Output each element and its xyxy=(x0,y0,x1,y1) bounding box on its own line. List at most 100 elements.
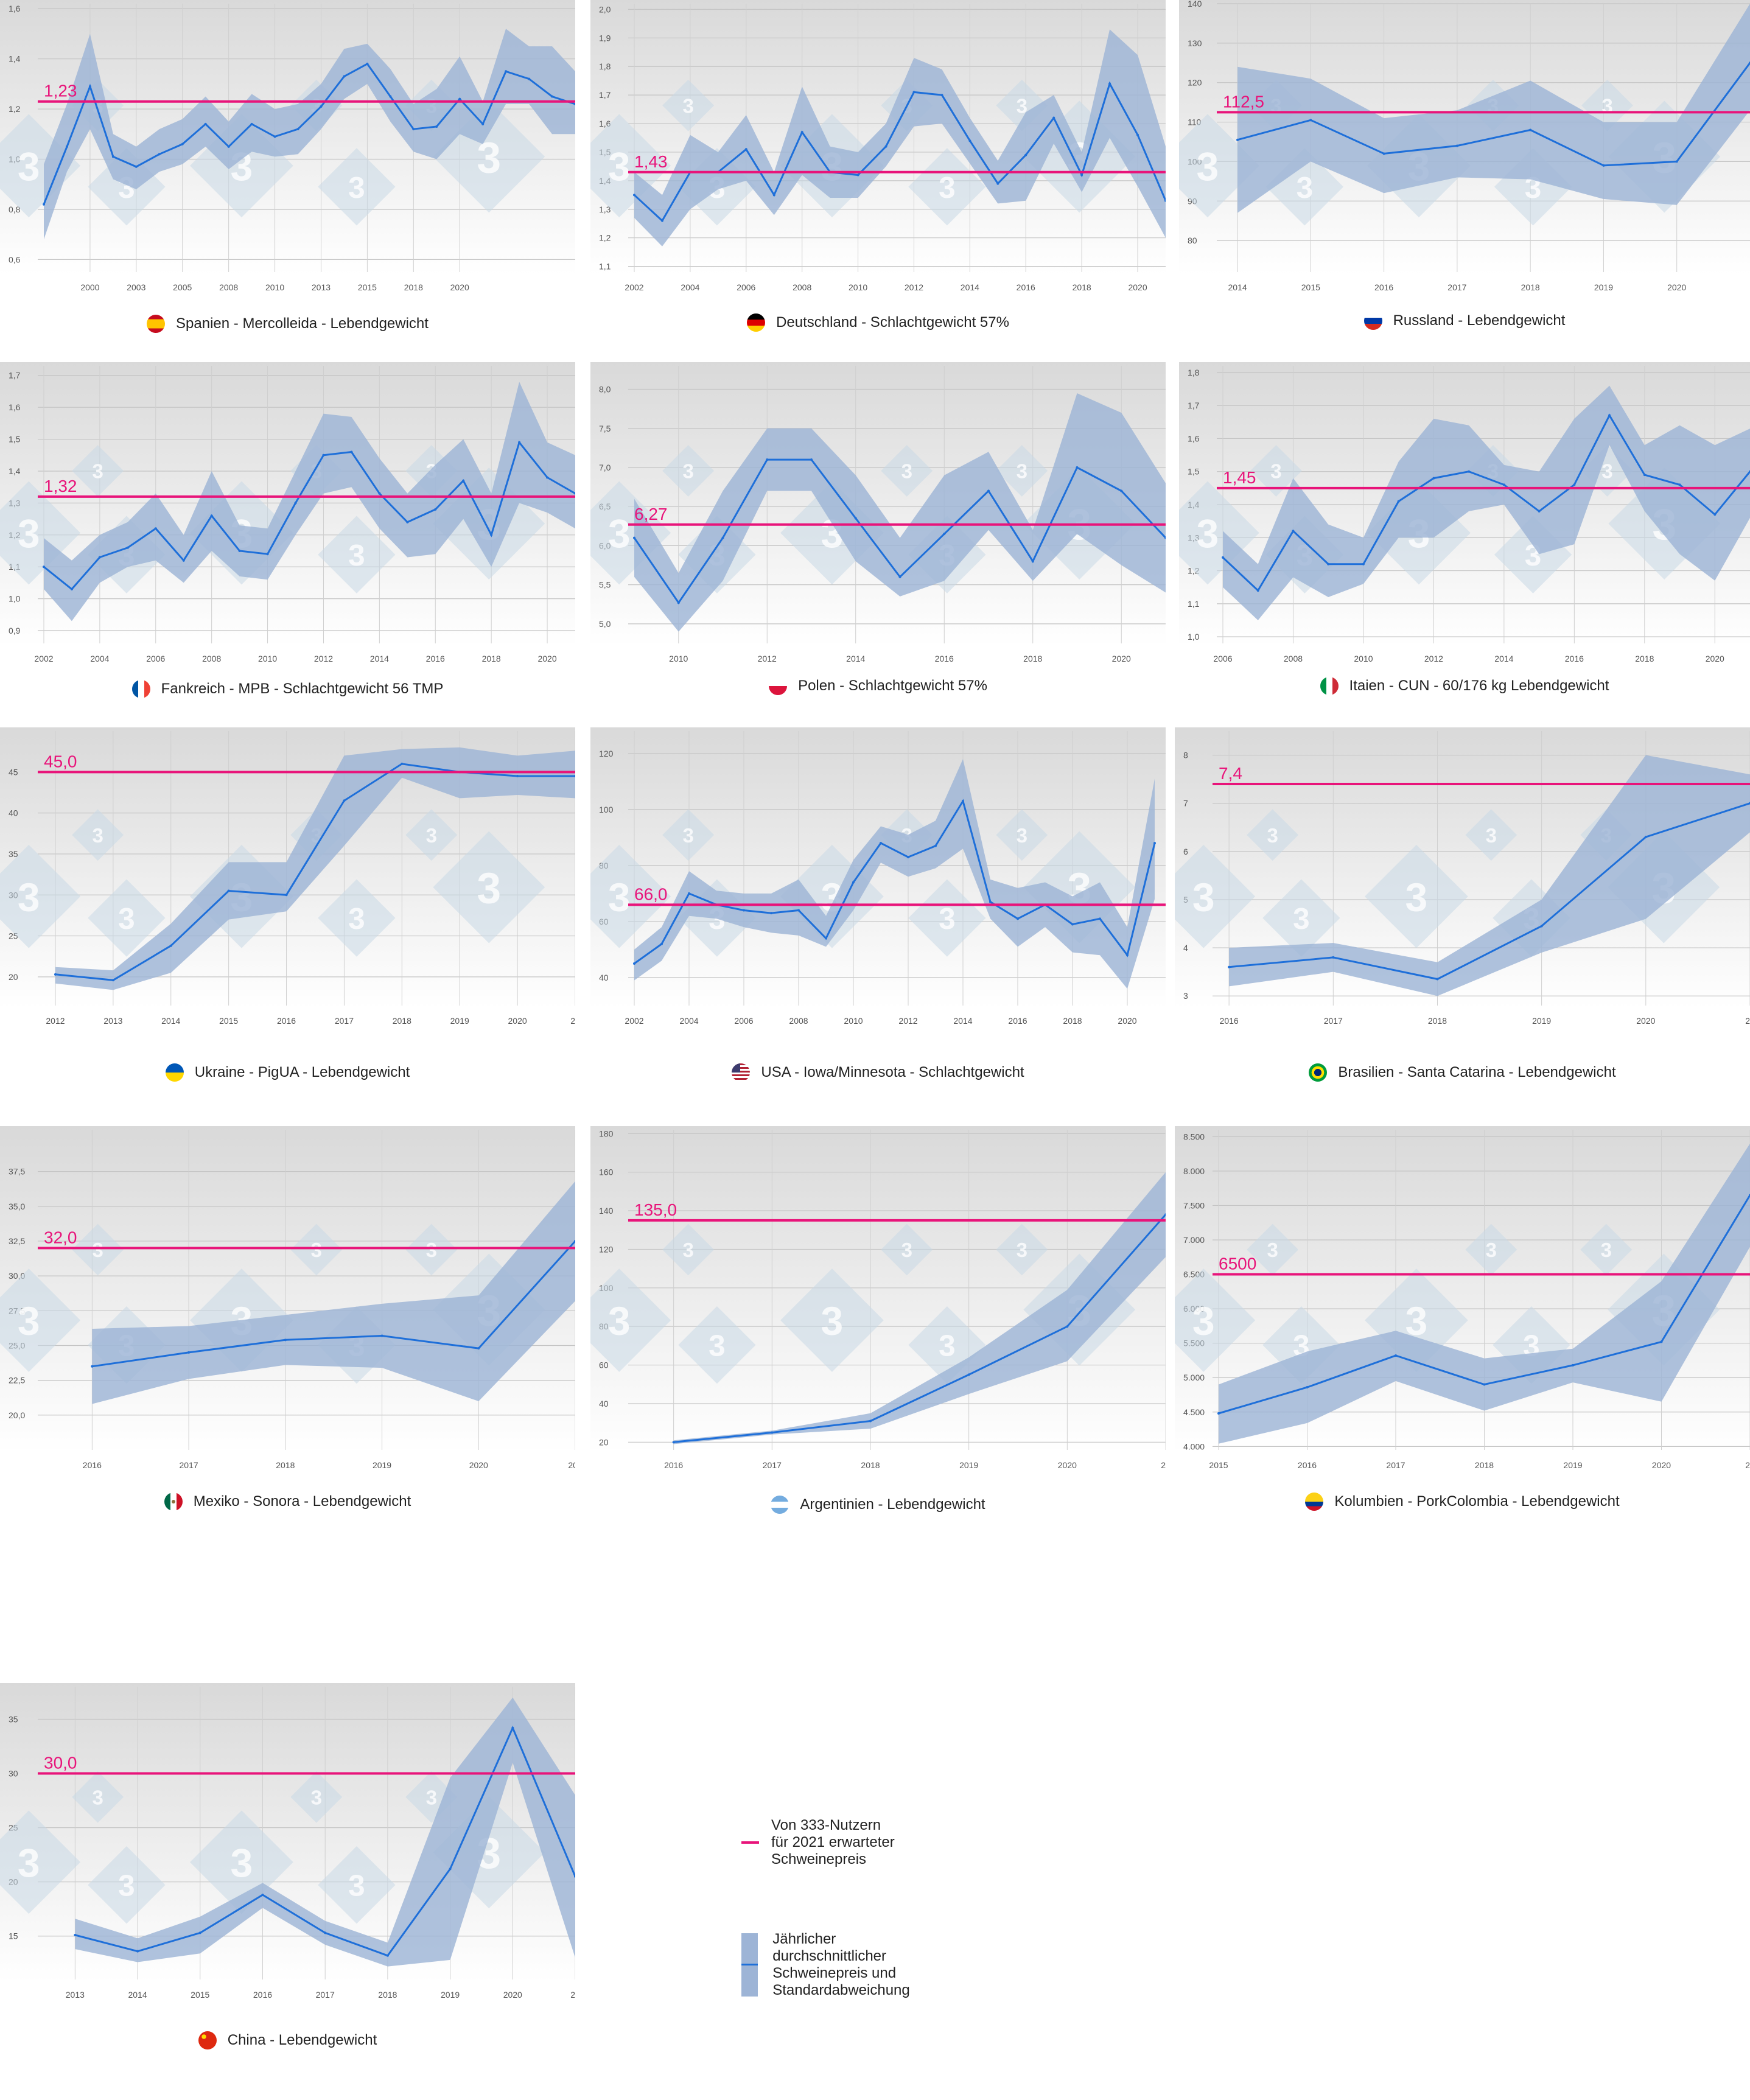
watermark-diamond xyxy=(290,1771,343,1823)
x-tick-label: 2019 xyxy=(959,1460,978,1470)
mean-point xyxy=(135,165,138,168)
watermark-digit: 3 xyxy=(118,1869,135,1903)
y-tick-label: 0,6 xyxy=(9,254,21,264)
mean-line xyxy=(633,81,1166,222)
x-tick-label: 2002 xyxy=(625,282,643,292)
mean-point xyxy=(1164,1213,1166,1216)
chart-caption-text: Fankreich - MPB - Schlachtgewicht 56 TMP xyxy=(161,681,444,697)
mean-point xyxy=(1108,82,1111,85)
chart-panel-china: 1520253035201320142015201620172018201920… xyxy=(0,1683,575,2067)
chart-caption-text: Deutschland - Schlachtgewicht 57% xyxy=(776,314,1009,331)
y-tick-label: 4.500 xyxy=(1183,1407,1205,1417)
mean-point xyxy=(401,762,404,765)
x-tick-label: 2004 xyxy=(679,1016,698,1026)
mean-point xyxy=(810,458,813,461)
chart-poland: 5,05,56,06,57,07,58,02010201220142016201… xyxy=(590,362,1166,663)
watermark-diamond xyxy=(1580,1223,1633,1276)
legend-target-label: Von 333-Nutzern für 2021 erwarteter Schw… xyxy=(771,1817,895,1867)
chart-panel-usa: 4060801001202002200420062008201020122014… xyxy=(590,727,1166,1099)
x-tick-label: 2019 xyxy=(450,1016,469,1026)
mean-point xyxy=(294,502,297,505)
mean-point xyxy=(516,775,519,778)
watermark-diamond xyxy=(590,844,671,948)
flag-icon-mx xyxy=(164,1493,183,1511)
mean-point xyxy=(449,1867,452,1871)
mean-point xyxy=(884,145,887,148)
mean-point xyxy=(1644,836,1647,839)
y-tick-label: 20 xyxy=(9,972,18,982)
y-tick-label: 20,0 xyxy=(9,1410,25,1420)
x-tick-label: 20 xyxy=(570,1990,575,2000)
x-tick-label: 2018 xyxy=(378,1990,397,2000)
watermark-digit: 3 xyxy=(1267,824,1278,847)
mean-point xyxy=(934,844,937,847)
mean-point xyxy=(996,182,999,185)
y-tick-label: 8,0 xyxy=(599,385,611,394)
mean-point xyxy=(898,575,901,578)
y-tick-label: 60 xyxy=(599,1360,609,1370)
y-tick-label: 4.000 xyxy=(1183,1441,1205,1451)
mean-point xyxy=(386,1954,389,1957)
mean-line xyxy=(55,763,575,981)
mean-point xyxy=(111,979,114,982)
x-tick-label: 2015 xyxy=(1301,282,1320,292)
chart-caption: Itaien - CUN - 60/176 kg Lebendgewicht xyxy=(1179,677,1750,695)
x-tick-label: 2017 xyxy=(1447,282,1466,292)
target-value-label: 112,5 xyxy=(1223,92,1264,111)
mean-point xyxy=(1031,560,1034,563)
flag-icon-us xyxy=(732,1063,751,1082)
chart-panel-france: 0,91,01,11,21,31,41,51,61,72002200420062… xyxy=(0,362,575,715)
mean-point xyxy=(1502,483,1505,486)
y-tick-label: 35 xyxy=(9,849,18,859)
watermark-digit: 3 xyxy=(1267,1239,1278,1261)
mean-point xyxy=(660,219,663,222)
y-tick-label: 32,5 xyxy=(9,1236,25,1246)
y-tick-label: 1,2 xyxy=(9,104,21,114)
mean-point xyxy=(204,122,207,125)
chart-panel-ukraine: 2025303540452012201320142015201620172018… xyxy=(0,727,575,1099)
watermark-digit: 3 xyxy=(426,824,437,847)
watermark-digit: 3 xyxy=(1601,460,1612,483)
mean-point xyxy=(65,145,68,148)
mean-point xyxy=(111,155,114,158)
x-tick-label: 2018 xyxy=(1063,1016,1082,1026)
x-tick-label: 2014 xyxy=(846,654,865,663)
mean-point xyxy=(1017,917,1019,920)
mean-point xyxy=(158,153,161,156)
watermark-digit: 3 xyxy=(231,1840,253,1885)
x-tick-label: 2010 xyxy=(258,654,277,663)
mean-point xyxy=(633,194,635,197)
y-tick-label: 0,8 xyxy=(9,205,21,214)
y-tick-label: 40 xyxy=(9,808,18,818)
mean-point xyxy=(1076,466,1079,469)
y-tick-label: 6 xyxy=(1183,847,1188,856)
y-tick-label: 35,0 xyxy=(9,1202,25,1211)
watermark-digit: 3 xyxy=(118,902,135,936)
y-tick-label: 45 xyxy=(9,767,18,777)
watermark-digit: 3 xyxy=(1192,1298,1215,1343)
mean-point xyxy=(154,527,157,530)
watermark-digit: 3 xyxy=(1197,511,1219,556)
watermark-digit: 3 xyxy=(18,511,40,556)
mean-point xyxy=(285,894,288,897)
mean-point xyxy=(1099,917,1101,920)
x-tick-label: 2004 xyxy=(90,654,109,663)
mean-point xyxy=(989,900,992,903)
x-tick-label: 2020 xyxy=(1118,1016,1136,1026)
target-value-label: 1,43 xyxy=(634,152,668,171)
mean-point xyxy=(366,62,369,65)
mean-point xyxy=(250,122,253,125)
mean-point xyxy=(721,536,724,539)
x-tick-label: 2006 xyxy=(146,654,165,663)
flag-icon-ru xyxy=(1363,312,1382,330)
y-tick-label: 1,6 xyxy=(1188,433,1200,443)
x-tick-label: 2016 xyxy=(664,1460,683,1470)
y-tick-label: 1,1 xyxy=(1188,599,1200,609)
chart-caption-text: Ukraine - PigUA - Lebendgewicht xyxy=(194,1064,410,1080)
y-tick-label: 80 xyxy=(1188,236,1197,245)
mean-line xyxy=(1222,413,1750,592)
chart-caption-text: USA - Iowa/Minnesota - Schlachtgewicht xyxy=(761,1064,1024,1080)
std-band xyxy=(1237,4,1750,213)
legend-band-swatch xyxy=(741,1933,758,1997)
chart-caption: Fankreich - MPB - Schlachtgewicht 56 TMP xyxy=(0,680,575,698)
